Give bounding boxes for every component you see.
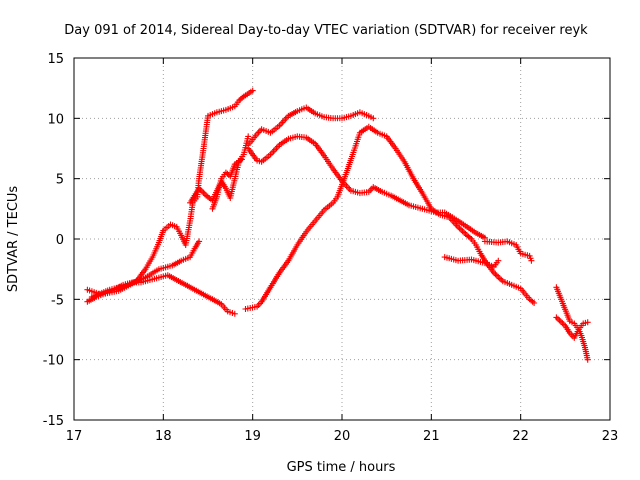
plot-frame: [73, 57, 611, 421]
series-arc-b-markers: [84, 272, 238, 317]
y-axis-label: SDTVAR / TECUs: [6, 186, 21, 293]
series-arc-l-markers: [553, 314, 591, 341]
x-tick-label: 21: [423, 429, 440, 444]
grid-lines: [74, 58, 610, 420]
x-tick-label: 19: [244, 429, 261, 444]
y-tick-label: 15: [47, 52, 64, 67]
x-tick-label: 20: [334, 429, 351, 444]
x-tick-label: 17: [66, 429, 83, 444]
y-tick-label: 5: [56, 173, 64, 188]
x-tick-label: 22: [512, 429, 529, 444]
y-tick-label: -15: [43, 414, 64, 429]
data-series: [84, 87, 591, 363]
series-arc-f-markers: [245, 133, 488, 241]
x-tick-label: 23: [602, 429, 619, 444]
series-arc-c-markers: [88, 238, 203, 300]
x-axis-label: GPS time / hours: [287, 460, 396, 475]
y-tick-label: 10: [47, 112, 64, 127]
chart-title: Day 091 of 2014, Sidereal Day-to-day VTE…: [64, 23, 588, 38]
series-arc-i-markers: [441, 254, 502, 270]
series-arc-g-markers: [245, 104, 377, 148]
series-arc-e-markers: [209, 156, 245, 212]
y-tick-label: -10: [43, 354, 64, 369]
series-arc-j-markers: [481, 238, 535, 264]
series-arc-h-markers: [242, 123, 538, 312]
y-tick-label: -5: [51, 293, 64, 308]
y-tick-label: 0: [56, 233, 64, 248]
axis-ticks: 17 18 19 20 21 22 23 15 10 5 0 -5 -10 -15: [43, 52, 619, 444]
x-tick-label: 18: [155, 429, 172, 444]
